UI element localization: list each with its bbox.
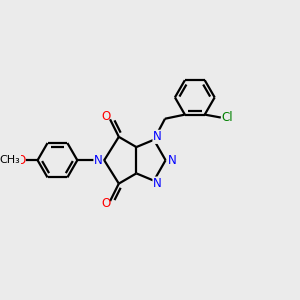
Text: N: N [94,154,103,167]
Text: O: O [16,154,25,167]
Text: N: N [153,177,162,190]
Text: O: O [101,197,111,210]
Text: Cl: Cl [221,111,233,124]
Text: CH₃: CH₃ [0,155,20,165]
Text: O: O [101,110,111,124]
Text: N: N [168,154,176,167]
Text: N: N [153,130,162,143]
